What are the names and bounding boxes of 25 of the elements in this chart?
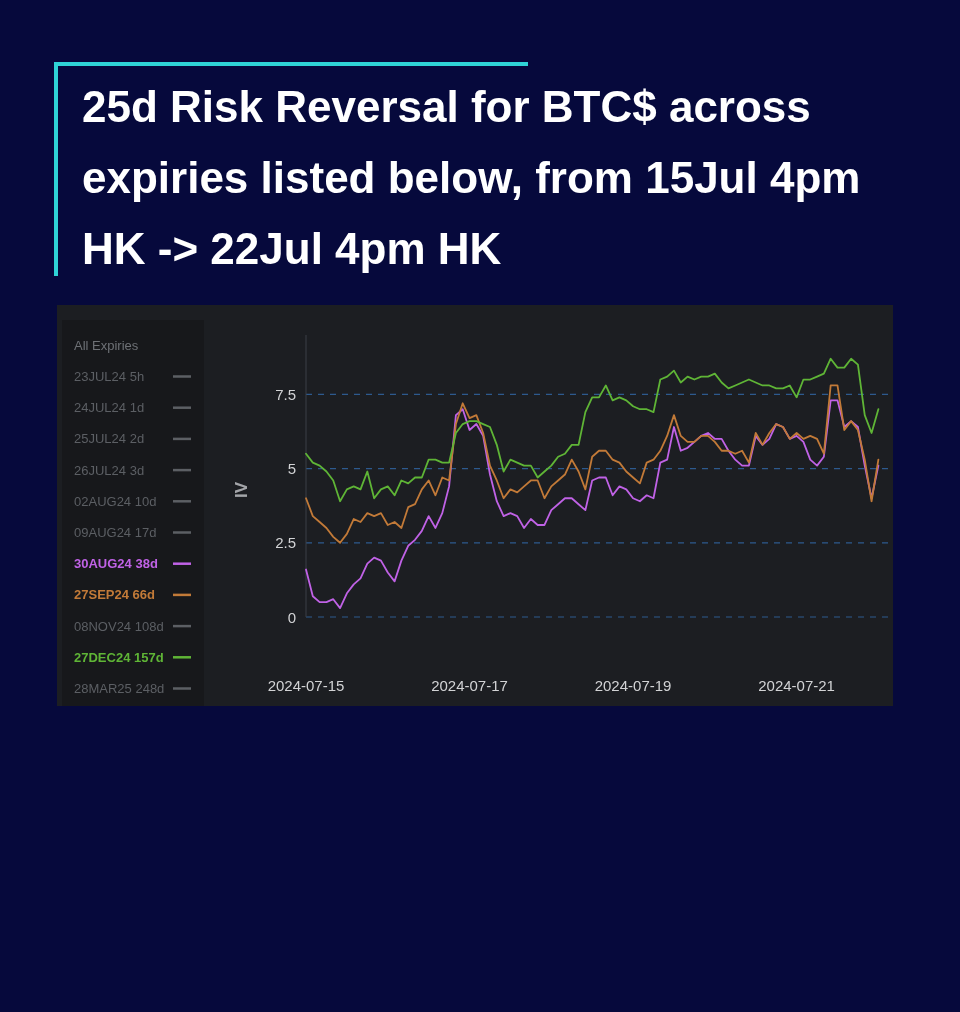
legend-label: 25JUL24 2d: [74, 431, 145, 447]
legend-label: 28MAR25 248d: [74, 681, 165, 696]
y-axis-title: IV: [232, 481, 251, 499]
legend-title: All Expiries: [74, 338, 139, 353]
legend-label: 27SEP24 66d: [74, 587, 155, 603]
line-series: [305, 399, 880, 609]
line-series: [305, 384, 880, 544]
legend-label: 02AUG24 10d: [74, 493, 157, 509]
legend-label: 23JUL24 5h: [74, 369, 145, 384]
x-tick-label: 2024-07-21: [758, 677, 835, 694]
x-tick-label: 2024-07-19: [594, 677, 672, 694]
legend-label: 30AUG24 38d: [74, 556, 158, 572]
y-tick-label: 2.5: [275, 534, 296, 552]
legend-label: 27DEC24 157d: [74, 649, 164, 665]
legend-label: 26JUL24 3d: [74, 462, 145, 478]
y-tick-label: 7.5: [275, 385, 296, 403]
legend-label: 24JUL24 1d: [74, 400, 145, 416]
legend-label: 08NOV24 108d: [74, 618, 164, 634]
chart-title: 25d Risk Reversal for BTC$ across expiries listed below, from 15Jul 4pm HK -> 22Jul 4pm HK: [82, 82, 861, 273]
y-tick-label: 5: [287, 460, 296, 478]
x-tick-label: 2024-07-17: [431, 677, 508, 694]
y-tick-label: 0: [287, 608, 296, 626]
legend-label: 09AUG24 17d: [74, 525, 157, 540]
x-tick-label: 2024-07-15: [267, 677, 345, 694]
line-series: [305, 357, 880, 503]
